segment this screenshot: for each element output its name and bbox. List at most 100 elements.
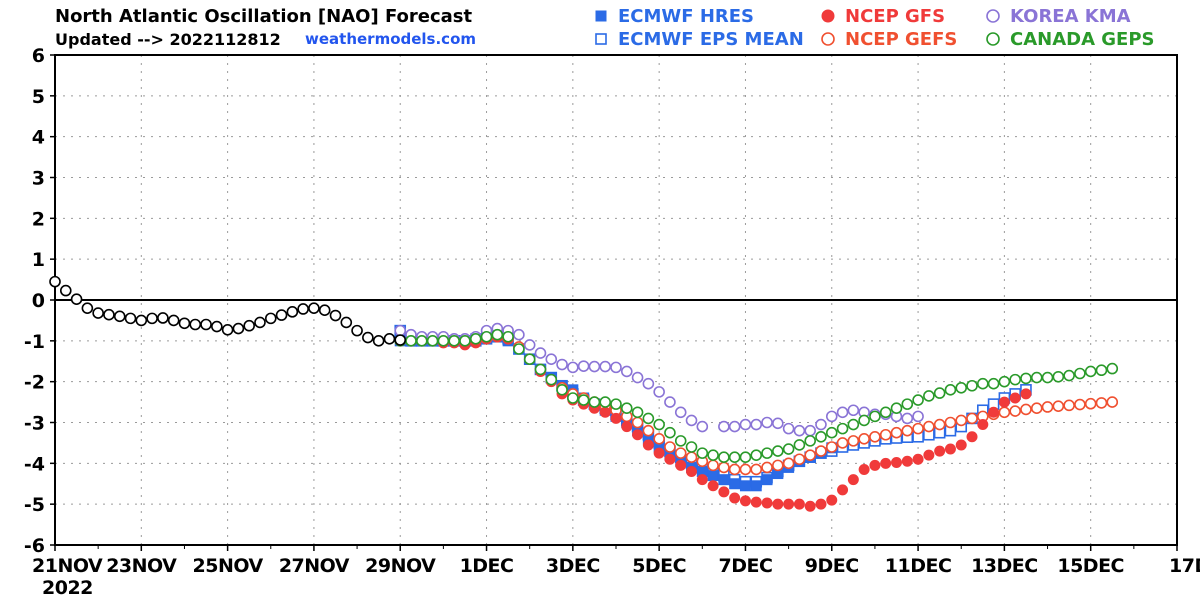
data-point xyxy=(804,449,816,461)
data-point xyxy=(944,416,957,429)
data-point xyxy=(577,360,590,372)
data-point xyxy=(642,439,654,451)
data-point xyxy=(124,312,137,325)
legend-label-ncep-gefs: NCEP GEFS xyxy=(845,29,957,50)
data-point xyxy=(394,324,407,337)
data-point xyxy=(513,343,525,355)
data-point xyxy=(912,422,924,435)
data-point xyxy=(901,455,913,467)
y-tick-label: -2 xyxy=(24,372,45,394)
data-point xyxy=(157,312,169,324)
data-point xyxy=(934,445,946,457)
data-point xyxy=(513,328,525,341)
data-point xyxy=(297,303,309,315)
y-tick-label: 5 xyxy=(32,86,45,108)
data-point xyxy=(707,459,719,472)
data-point xyxy=(534,363,547,376)
data-point xyxy=(847,418,860,431)
data-point xyxy=(901,412,914,425)
data-point xyxy=(1020,403,1032,416)
data-point xyxy=(912,394,924,406)
data-point xyxy=(686,466,698,477)
data-point xyxy=(933,418,946,431)
data-point xyxy=(1063,369,1075,382)
data-point xyxy=(944,384,957,396)
data-point xyxy=(167,314,180,327)
data-point xyxy=(858,433,870,445)
data-point xyxy=(308,302,320,314)
legend-label-korea-kma: KOREA KMA xyxy=(1010,6,1131,27)
data-point xyxy=(718,420,730,433)
data-point xyxy=(318,304,331,317)
data-point xyxy=(944,443,956,455)
plot-area xyxy=(49,275,1119,512)
data-point xyxy=(782,457,795,470)
data-point xyxy=(81,302,94,314)
data-point xyxy=(739,480,751,492)
data-point xyxy=(437,335,450,347)
data-point xyxy=(642,424,655,437)
data-point xyxy=(718,486,730,498)
data-point xyxy=(825,410,838,423)
data-point xyxy=(1009,405,1021,417)
data-point xyxy=(664,426,676,439)
data-point xyxy=(901,398,914,410)
data-point xyxy=(782,422,795,435)
y-tick-label: 6 xyxy=(32,45,45,67)
data-point xyxy=(782,443,795,455)
data-point xyxy=(707,449,719,461)
data-point xyxy=(1052,370,1065,383)
x-tick-label: 11DEC xyxy=(885,555,952,577)
data-point xyxy=(653,418,665,431)
x-year-label: 2022 xyxy=(42,577,93,599)
data-point xyxy=(923,390,935,402)
data-point xyxy=(728,420,741,433)
data-point xyxy=(707,480,719,492)
data-point xyxy=(739,495,751,507)
data-point xyxy=(1095,364,1108,377)
data-point xyxy=(977,419,989,431)
data-point xyxy=(793,498,805,510)
source-link[interactable]: weathermodels.com xyxy=(305,30,476,48)
data-point xyxy=(480,330,493,343)
y-tick-label: -3 xyxy=(24,413,45,435)
data-point xyxy=(729,492,741,504)
x-tick-label: 9DEC xyxy=(805,555,859,577)
data-point xyxy=(632,429,644,441)
data-point xyxy=(1009,373,1021,386)
data-point xyxy=(772,445,784,457)
data-point xyxy=(912,453,924,465)
data-point xyxy=(1084,397,1097,410)
data-point xyxy=(869,410,881,423)
data-point xyxy=(772,417,784,430)
data-point xyxy=(674,435,687,447)
data-point xyxy=(653,386,665,398)
data-point xyxy=(825,441,838,453)
x-tick-label: 13DEC xyxy=(971,555,1038,577)
data-point xyxy=(146,312,158,325)
data-point xyxy=(761,474,773,486)
data-point xyxy=(545,373,558,386)
data-point xyxy=(1106,362,1119,375)
data-point xyxy=(653,433,665,445)
data-point xyxy=(394,334,407,346)
legend-marker-ecmwf-hres xyxy=(595,10,607,22)
data-point xyxy=(599,396,612,408)
data-point xyxy=(761,497,773,509)
data-point xyxy=(329,309,342,322)
data-point xyxy=(556,358,568,371)
series-canada-geps xyxy=(394,328,1119,464)
y-tick-label: 3 xyxy=(32,168,45,190)
data-point xyxy=(772,459,784,472)
legend-marker-canada-geps xyxy=(986,32,1000,46)
x-tick-label: 1DEC xyxy=(460,555,514,577)
data-point xyxy=(750,449,763,461)
data-point xyxy=(847,474,859,486)
data-point xyxy=(977,377,989,390)
x-tick-label: 21NOV xyxy=(32,555,103,577)
data-point xyxy=(1074,367,1086,380)
data-point xyxy=(750,496,762,508)
data-point xyxy=(836,437,849,449)
data-point xyxy=(49,275,61,288)
data-point xyxy=(135,314,148,327)
